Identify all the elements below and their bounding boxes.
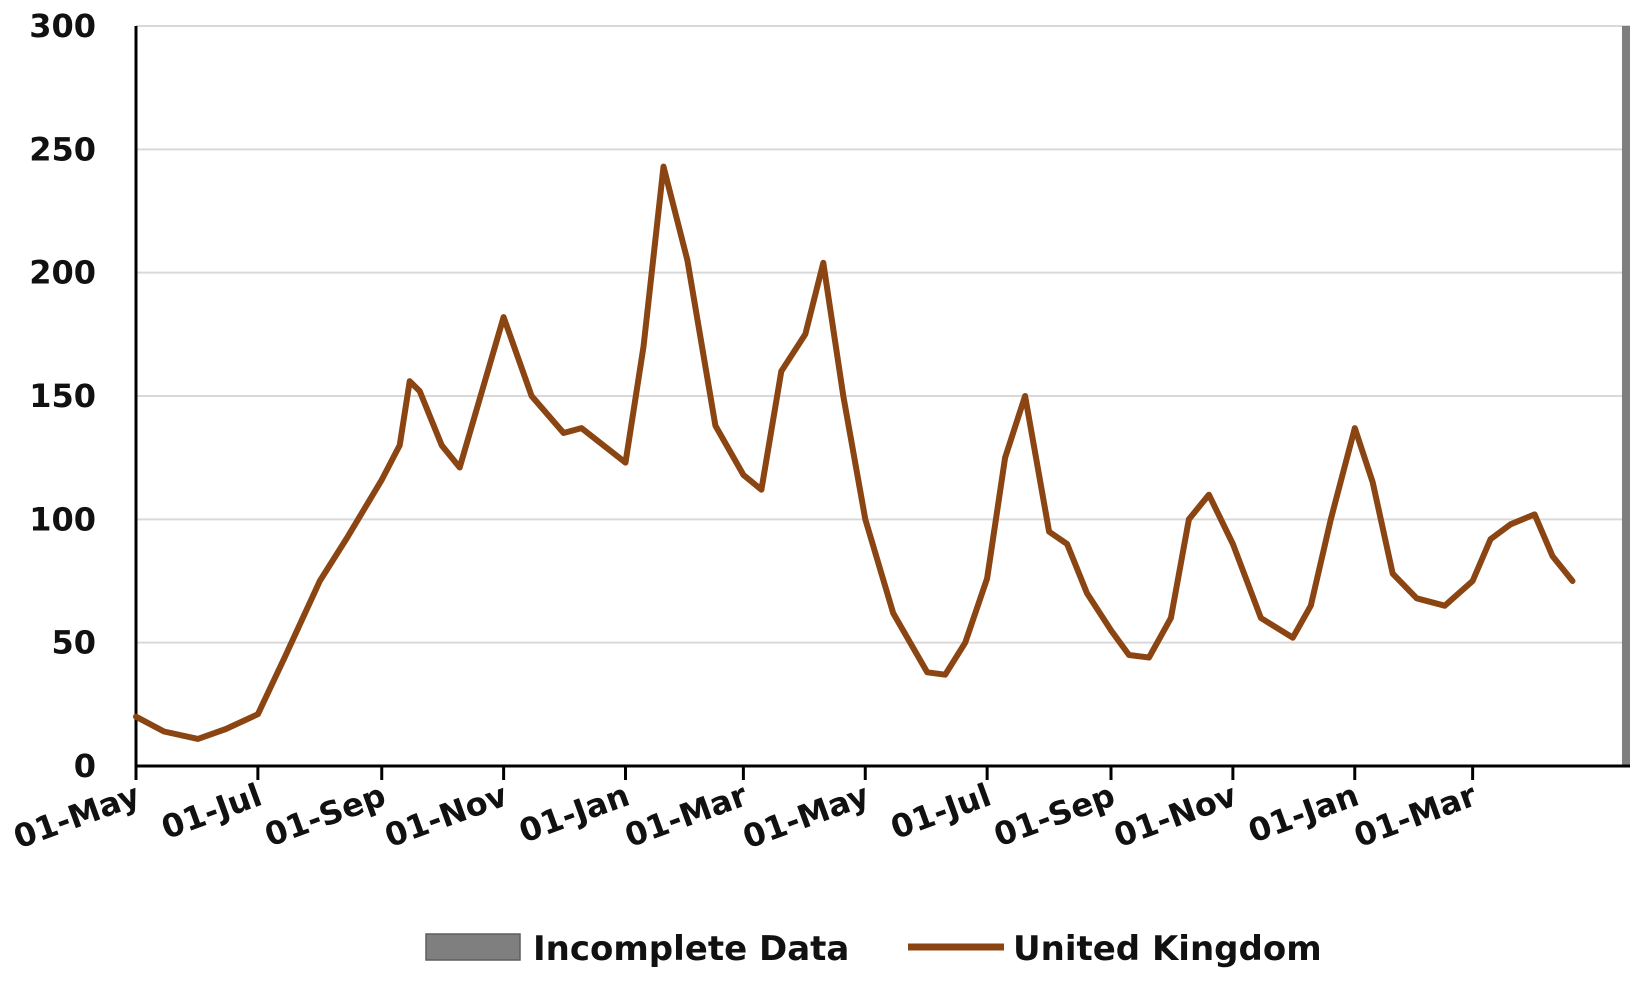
y-tick-label: 50 bbox=[51, 624, 96, 662]
x-tick-label: 01-Mar bbox=[1349, 776, 1482, 855]
y-tick-label: 0 bbox=[74, 747, 96, 785]
y-axis-tick-labels: 0 50 100 150 200 250 300 bbox=[29, 7, 96, 785]
x-tick-label: 01-Nov bbox=[1109, 776, 1242, 855]
x-tick-label: 01-Sep bbox=[260, 776, 391, 855]
y-tick-label: 300 bbox=[29, 7, 96, 45]
legend: Incomplete Data United Kingdom bbox=[425, 929, 1322, 969]
legend-label-incomplete-data: Incomplete Data bbox=[533, 929, 849, 969]
x-tick-label: 01-Sep bbox=[989, 776, 1120, 855]
y-tick-label: 100 bbox=[29, 500, 96, 538]
x-tick-label: 01-Jan bbox=[1243, 776, 1363, 851]
legend-swatch-incomplete-data bbox=[425, 933, 521, 961]
incomplete-data-bar bbox=[1622, 26, 1630, 766]
x-tick-label: 01-Jan bbox=[514, 776, 634, 851]
x-tick-label: 01-May bbox=[9, 776, 145, 857]
legend-label-united-kingdom: United Kingdom bbox=[1013, 929, 1322, 969]
y-tick-label: 200 bbox=[29, 254, 96, 292]
series-line-united-kingdom bbox=[133, 163, 1576, 742]
gridlines bbox=[136, 25, 1630, 644]
x-tick-label: 01-Jul bbox=[156, 776, 266, 847]
y-tick-label: 150 bbox=[29, 377, 96, 415]
y-tick-label: 250 bbox=[29, 130, 96, 168]
x-tick-label: 01-Nov bbox=[380, 776, 513, 855]
x-tick-label: 01-Jul bbox=[886, 776, 996, 847]
x-tick-label: 01-May bbox=[738, 776, 874, 857]
x-tick-label: 01-Mar bbox=[620, 776, 753, 855]
